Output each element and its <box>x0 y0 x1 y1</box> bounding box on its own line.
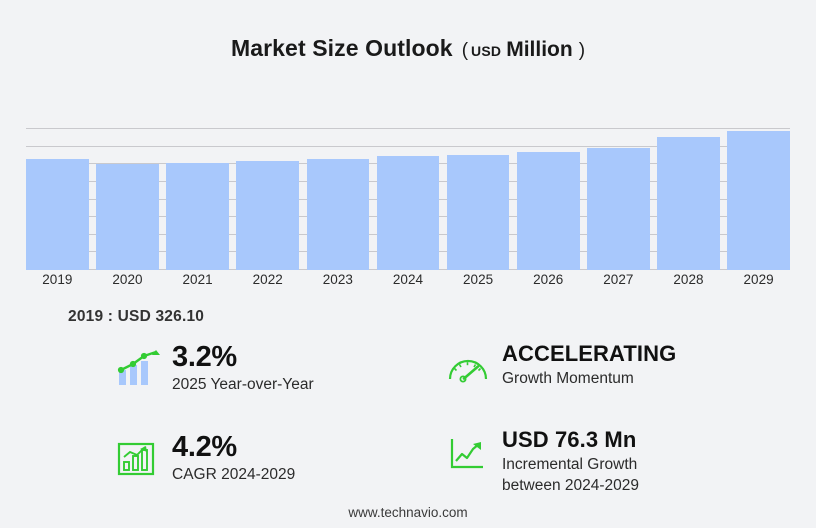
bar[interactable] <box>727 131 790 270</box>
bar-slot <box>516 128 580 270</box>
stat-incremental-label-1: Incremental Growth <box>502 456 638 474</box>
growth-bars-arrow-icon <box>112 432 164 478</box>
x-axis-tick: 2019 <box>42 272 73 287</box>
bar-slot <box>587 128 650 270</box>
stat-momentum-label: Growth Momentum <box>502 370 634 388</box>
bar[interactable] <box>96 164 159 270</box>
x-axis-tick: 2024 <box>392 272 423 287</box>
speedometer-gauge-icon <box>442 342 494 388</box>
bar[interactable] <box>516 152 580 270</box>
bar[interactable] <box>657 137 720 270</box>
bar-chart: 2019 2020 2021 2022 2023 2024 2025 2026 2027 2028… <box>0 96 816 300</box>
line-chart-arrow-icon <box>442 428 494 474</box>
chart-title: Market Size Outlook ( USD Million ) <box>231 35 585 62</box>
bar[interactable] <box>376 156 440 270</box>
gridline <box>26 146 790 147</box>
x-axis-tick: 2025 <box>463 272 494 287</box>
stat-cagr-value: 4.2% <box>172 431 237 463</box>
bar-slot <box>26 128 89 270</box>
bar-slot <box>236 128 300 270</box>
bar-slot <box>727 128 790 270</box>
stat-cagr-label: CAGR 2024-2029 <box>172 466 296 484</box>
title-paren-close: ) <box>578 39 586 61</box>
x-axis-tick: 2023 <box>322 272 353 287</box>
bar-slot <box>166 128 229 270</box>
source-url: www.technavio.com <box>348 505 468 520</box>
bar-chart-trend-up-icon <box>112 342 164 388</box>
stat-yoy-text: 3.2% 2025 Year-over-Year <box>164 342 314 396</box>
bar-slot <box>657 128 720 270</box>
bar[interactable] <box>236 161 300 270</box>
title-unit-scale: Million <box>506 37 573 61</box>
bar-slot <box>306 128 370 270</box>
stat-incremental-value: USD 76.3 Mn <box>502 427 637 452</box>
stat-incremental: USD 76.3 Mn Incremental Growth between 2… <box>442 427 640 496</box>
x-axis-tick: 2027 <box>603 272 634 287</box>
bar[interactable] <box>306 159 370 270</box>
x-axis-tick: 2020 <box>112 272 143 287</box>
x-axis-labels: 2019 2020 2021 2022 2023 2024 2025 2026 2027 2028… <box>26 272 790 287</box>
stat-momentum-value: ACCELERATING <box>502 341 677 366</box>
stat-yoy-label: 2025 Year-over-Year <box>172 376 314 394</box>
bar-slot <box>446 128 510 270</box>
bar[interactable] <box>166 163 229 270</box>
title-unit-currency: USD <box>471 42 502 59</box>
stat-momentum: ACCELERATING Growth Momentum <box>442 341 677 390</box>
page-title: Market Size Outlook <box>230 34 453 61</box>
chart-title-block: Market Size Outlook ( USD Million ) <box>0 0 816 96</box>
stat-cagr: 4.2% CAGR 2024-2029 <box>112 432 295 486</box>
bar[interactable] <box>587 148 650 270</box>
bar-slot <box>96 128 159 270</box>
x-axis-tick: 2028 <box>673 272 704 287</box>
stat-cagr-text: 4.2% CAGR 2024-2029 <box>164 432 295 486</box>
plot-area <box>26 128 790 270</box>
stat-incremental-text: USD 76.3 Mn Incremental Growth between 2… <box>494 427 640 496</box>
gridline <box>26 128 790 129</box>
x-axis-tick: 2026 <box>533 272 564 287</box>
x-axis-tick: 2021 <box>182 272 213 287</box>
stat-yoy: 3.2% 2025 Year-over-Year <box>112 342 314 396</box>
stats-panel: 3.2% 2025 Year-over-Year ACCELERAT <box>0 336 816 502</box>
base-year-value: 2019 : USD 326.10 <box>68 308 205 325</box>
bar[interactable] <box>446 155 510 270</box>
bar[interactable] <box>26 159 89 270</box>
title-paren-open: ( <box>461 39 469 61</box>
bar-slot <box>376 128 440 270</box>
stat-momentum-text: ACCELERATING Growth Momentum <box>494 341 677 390</box>
x-axis-tick: 2029 <box>743 272 774 287</box>
bar-series <box>26 128 790 270</box>
stat-yoy-value: 3.2% <box>172 341 237 373</box>
stat-incremental-label-2: between 2024-2029 <box>502 476 640 494</box>
x-axis-tick: 2022 <box>252 272 283 287</box>
